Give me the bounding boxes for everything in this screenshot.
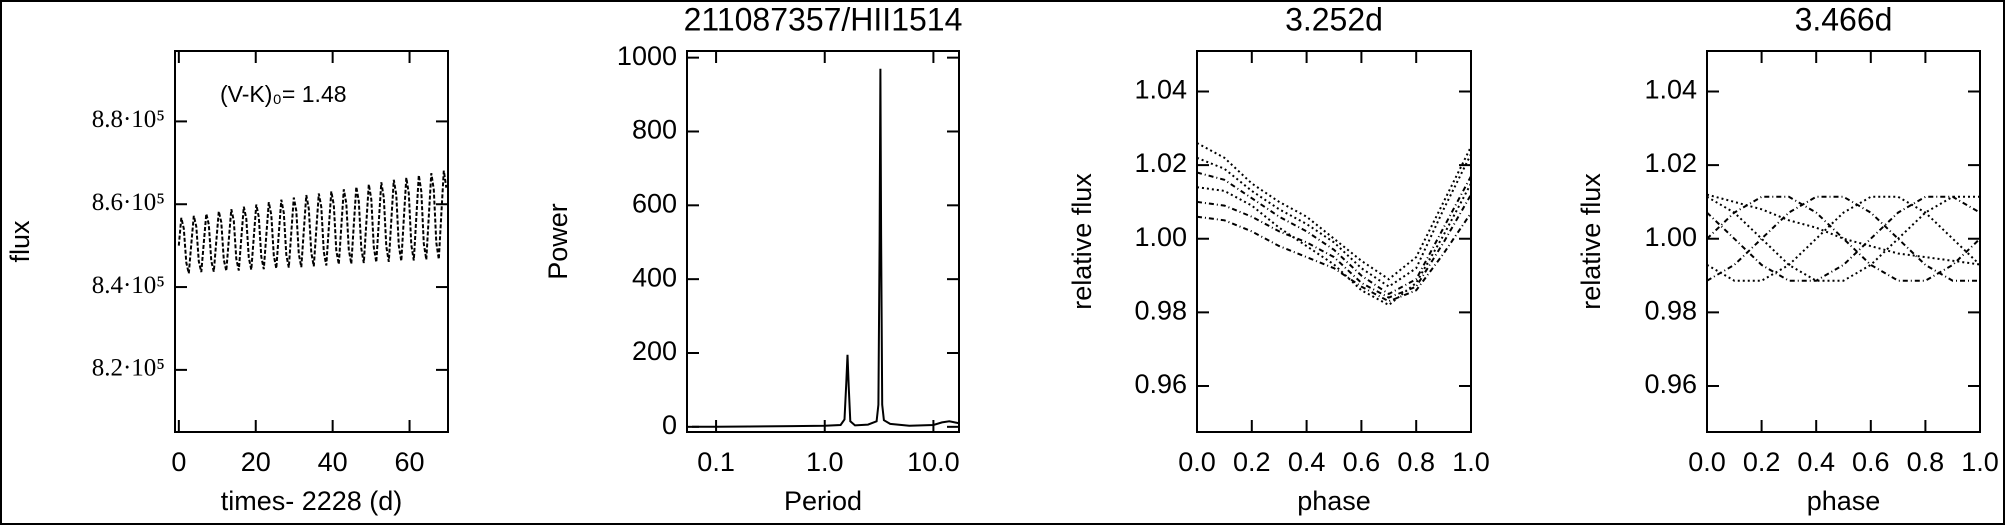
x-tick-label: 0.2 bbox=[1743, 447, 1781, 477]
data-line bbox=[1196, 171, 1472, 296]
data-line bbox=[1196, 142, 1472, 281]
y-tick-label: 0.98 bbox=[1644, 295, 1697, 325]
y-tick-label: 1000 bbox=[617, 41, 677, 71]
x-tick-label: 0.8 bbox=[1397, 447, 1435, 477]
data-line bbox=[1196, 212, 1472, 303]
plot-frame bbox=[174, 50, 449, 433]
annotation: (V-K)₀= 1.48 bbox=[220, 81, 347, 107]
data-line bbox=[177, 170, 448, 274]
data-line bbox=[1196, 194, 1472, 299]
x-tick-label: 0 bbox=[171, 447, 186, 477]
data-line bbox=[1706, 195, 1980, 282]
x-tick-label: 60 bbox=[395, 447, 425, 477]
y-tick-label: 800 bbox=[632, 115, 677, 145]
data-line bbox=[1706, 195, 1980, 282]
y-tick-label: 600 bbox=[632, 188, 677, 218]
y-tick-label: 8.8·10⁵ bbox=[92, 106, 165, 133]
x-tick-label: 0.1 bbox=[697, 447, 735, 477]
data-line bbox=[1706, 195, 1981, 282]
y-tick-label: 8.6·10⁵ bbox=[92, 189, 165, 216]
y-axis-label: relative flux bbox=[1576, 173, 1606, 310]
y-tick-label: 1.00 bbox=[1644, 222, 1697, 252]
y-tick-label: 0.96 bbox=[1644, 369, 1697, 399]
data-line bbox=[1706, 195, 1981, 282]
x-tick-label: 0.2 bbox=[1233, 447, 1271, 477]
x-tick-label: 0.8 bbox=[1907, 447, 1945, 477]
x-tick-label: 1.0 bbox=[806, 447, 844, 477]
y-tick-label: 1.02 bbox=[1134, 148, 1187, 178]
y-tick-label: 8.4·10⁵ bbox=[92, 272, 165, 299]
y-tick-label: 1.00 bbox=[1134, 222, 1187, 252]
x-tick-label: 0.6 bbox=[1852, 447, 1890, 477]
plot-frame bbox=[1706, 50, 1981, 433]
data-line bbox=[1196, 183, 1472, 307]
chart-title: 3.252d bbox=[1285, 1, 1383, 37]
y-tick-label: 200 bbox=[632, 336, 677, 366]
x-tick-label: 1.0 bbox=[1961, 447, 1999, 477]
plot-frame bbox=[686, 50, 960, 433]
chart-title: 3.466d bbox=[1795, 1, 1893, 37]
data-line bbox=[1706, 195, 1981, 282]
y-tick-label: 0.98 bbox=[1134, 295, 1187, 325]
x-tick-label: 0.6 bbox=[1343, 447, 1381, 477]
x-tick-label: 0.0 bbox=[1688, 447, 1726, 477]
x-tick-label: 0.4 bbox=[1288, 447, 1326, 477]
x-axis-label: times- 2228 (d) bbox=[221, 486, 403, 516]
y-axis-label: relative flux bbox=[1067, 173, 1097, 310]
x-tick-label: 1.0 bbox=[1452, 447, 1490, 477]
x-axis-label: Period bbox=[784, 486, 862, 516]
data-line bbox=[692, 68, 959, 428]
y-tick-label: 1.04 bbox=[1644, 75, 1697, 105]
y-axis-label: flux bbox=[5, 220, 35, 263]
x-tick-label: 0.4 bbox=[1797, 447, 1835, 477]
chart-title: 211087357/HII1514 bbox=[684, 1, 963, 37]
y-tick-label: 1.04 bbox=[1134, 75, 1187, 105]
x-tick-label: 40 bbox=[318, 447, 348, 477]
y-tick-label: 1.02 bbox=[1644, 148, 1697, 178]
x-tick-label: 10.0 bbox=[907, 447, 960, 477]
x-tick-label: 0.0 bbox=[1178, 447, 1216, 477]
y-tick-label: 0.96 bbox=[1134, 369, 1187, 399]
x-tick-label: 20 bbox=[241, 447, 271, 477]
y-axis-label: Power bbox=[543, 203, 573, 280]
data-line bbox=[1196, 153, 1472, 288]
y-tick-label: 0 bbox=[662, 410, 677, 440]
y-tick-label: 400 bbox=[632, 262, 677, 292]
data-line bbox=[1706, 193, 1981, 266]
plot-frame bbox=[1196, 50, 1472, 433]
y-tick-label: 8.2·10⁵ bbox=[92, 355, 165, 382]
x-axis-label: phase bbox=[1807, 486, 1881, 516]
x-axis-label: phase bbox=[1297, 486, 1371, 516]
